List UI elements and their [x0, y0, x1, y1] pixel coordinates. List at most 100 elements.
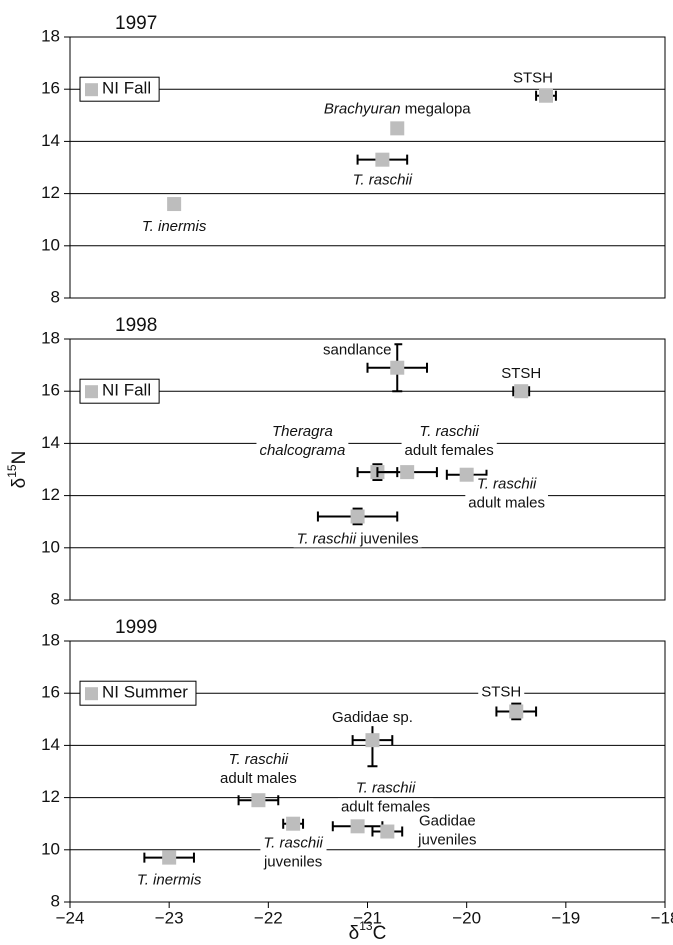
point-label: T. raschii adult females — [401, 423, 497, 460]
point-label: Theragra chalcograma — [256, 423, 349, 460]
plot-frame — [69, 338, 666, 601]
panel: 8 10 12 14 16 18 1998 δ15N NI Fall sandlance STSH T… — [5, 315, 666, 608]
point-label-text: STSH — [481, 683, 521, 700]
point-label-line: adult females — [405, 442, 494, 459]
axis-label-sup: 15 — [5, 464, 19, 478]
point — [350, 509, 365, 524]
axis-label-rest: C — [373, 923, 387, 940]
legend-label: NI Fall — [102, 79, 151, 98]
legend-box — [79, 76, 160, 102]
label-backing — [498, 365, 545, 383]
point-label: STSH — [498, 365, 545, 383]
point — [167, 197, 182, 212]
point-label: T. raschii adult males — [217, 751, 300, 788]
label-part: megalopa — [405, 100, 472, 117]
axis-label-symbol: δ — [349, 923, 360, 940]
point — [390, 121, 405, 136]
point-label-line: adult females — [341, 798, 430, 815]
y-tick-label: 18 — [41, 328, 60, 347]
x-tick-label: −21 — [353, 908, 382, 927]
x-tick-label: −19 — [551, 908, 580, 927]
label-backing — [416, 423, 483, 441]
point — [251, 793, 266, 808]
panel-title: 1999 — [115, 617, 157, 638]
point-label-text: Brachyuran megalopa — [324, 100, 471, 117]
point-label: STSH — [478, 683, 525, 701]
legend-swatch — [85, 83, 98, 97]
label-backing — [352, 779, 419, 797]
label-backing — [415, 812, 479, 830]
point-label-text: T. raschii — [353, 172, 413, 189]
y-tick-label: 14 — [41, 131, 60, 150]
point-label: T. raschii — [349, 171, 416, 189]
x-tick-label: −18 — [651, 908, 673, 927]
y-tick-label: 10 — [41, 235, 60, 254]
y-tick-label: 8 — [51, 891, 60, 910]
label-part: Brachyuran — [324, 100, 401, 117]
point — [400, 465, 415, 480]
label-part: T. raschii — [297, 530, 357, 547]
point — [375, 152, 390, 167]
point-label: T. inermis — [138, 218, 210, 236]
label-backing — [133, 871, 205, 889]
point-label-text: STSH — [513, 70, 553, 87]
axis-label-sup: 13 — [359, 919, 373, 933]
y-tick-label: 8 — [51, 287, 60, 306]
point-label-line: Theragra — [272, 423, 333, 440]
axis-label-rest: N — [9, 451, 30, 465]
y-tick-label: 14 — [41, 433, 60, 452]
y-tick-label: 10 — [41, 839, 60, 858]
legend-label: NI Fall — [102, 381, 151, 400]
label-backing — [293, 530, 422, 548]
axis-label: δ13C — [349, 919, 387, 940]
label-backing — [465, 494, 549, 512]
label-backing — [337, 798, 434, 816]
point — [514, 384, 529, 399]
plot-frame — [69, 36, 666, 299]
legend-box — [79, 680, 197, 706]
point-label: T. raschii juveniles — [259, 834, 327, 871]
point-label-text: Gadidae sp. — [332, 709, 413, 726]
point-label-line: T. raschii — [229, 751, 289, 768]
y-tick-label: 10 — [41, 537, 60, 556]
label-part: STSH — [501, 365, 541, 382]
point-label-text: T. inermis — [142, 218, 207, 235]
point-label: Brachyuran megalopa — [320, 100, 475, 118]
label-backing — [349, 171, 416, 189]
point-label-text: STSH — [501, 365, 541, 382]
label-backing — [138, 218, 210, 236]
panel: 8 10 12 14 16 18 1997 NI Fall T. inermis T. rasch… — [41, 13, 666, 306]
point — [509, 704, 524, 719]
y-tick-label: 12 — [41, 787, 60, 806]
y-tick-label: 16 — [41, 381, 60, 400]
point-label-line: T. raschii — [356, 779, 416, 796]
point — [380, 824, 395, 839]
y-tick-label: 12 — [41, 485, 60, 504]
panel-title: 1998 — [115, 315, 157, 336]
label-backing — [478, 683, 525, 701]
x-tick-label: −22 — [254, 908, 283, 927]
label-backing — [320, 341, 395, 359]
point-label-line: T. raschii — [263, 835, 323, 852]
point-label: T. raschii juveniles — [293, 530, 422, 548]
label-backing — [256, 442, 349, 460]
label-backing — [260, 834, 327, 852]
point-label: Gadidae juveniles — [414, 812, 480, 849]
panel-title: 1997 — [115, 13, 157, 34]
point-label: T. raschii adult females — [337, 779, 434, 816]
label-backing — [268, 423, 336, 441]
legend-swatch — [85, 385, 98, 399]
point — [365, 733, 380, 748]
label-backing — [414, 831, 480, 849]
panel: 8 10 12 14 16 18 −24 −23 −22 −21 −20 −19 −18 1999 δ13C… — [41, 617, 673, 944]
label-part: T. raschii — [353, 172, 413, 189]
point — [459, 467, 474, 482]
point-label: T. raschii adult males — [465, 475, 549, 512]
point — [539, 88, 553, 103]
label-backing — [473, 475, 541, 493]
point-label-line: T. raschii — [477, 476, 537, 493]
point-label-line: adult males — [468, 495, 545, 512]
point-label: Gadidae sp. — [329, 709, 416, 727]
point — [286, 816, 301, 831]
